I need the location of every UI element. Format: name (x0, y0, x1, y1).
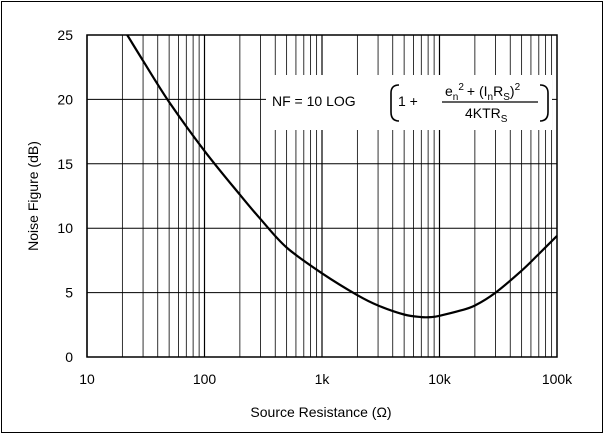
noise-figure-formula: NF = 10 LOG 1 + en2 + (InRS)2 4KTRS (272, 82, 549, 125)
formula-one-plus: 1 + (398, 93, 418, 109)
den-text: 4KTR (465, 105, 501, 121)
plot-border (86, 34, 558, 358)
num-S-sub: S (503, 92, 510, 103)
y-tick-label: 25 (57, 27, 73, 43)
y-tick-label: 15 (57, 156, 73, 172)
den-S-sub: S (501, 114, 508, 125)
num-plus-open: + (I (467, 83, 488, 99)
series-line-noise-figure (126, 34, 558, 319)
x-tick-label: 100k (542, 371, 573, 387)
x-tick-labels: 10 100 1k 10k 100k (79, 371, 573, 387)
x-axis-label: Source Resistance (Ω) (250, 404, 391, 420)
x-tick-label: 1k (315, 371, 331, 387)
num-n-sub: n (453, 92, 459, 103)
formula-denominator: 4KTRS (465, 105, 508, 125)
right-bracket (539, 84, 549, 122)
y-tick-label: 0 (65, 349, 73, 365)
num-e: e (445, 83, 453, 99)
left-bracket (390, 84, 400, 122)
num-n-sub2: n (488, 92, 494, 103)
x-tick-label: 100 (193, 371, 217, 387)
num-sq: 2 (458, 82, 464, 93)
y-axis-label: Noise Figure (dB) (25, 141, 41, 251)
y-tick-label: 20 (57, 91, 73, 107)
formula-numerator: en2 + (InRS)2 (445, 82, 521, 103)
num-sq2: 2 (515, 82, 521, 93)
x-tick-label: 10k (428, 371, 452, 387)
y-tick-label: 10 (57, 220, 73, 236)
y-tick-labels: 0 5 10 15 20 25 (57, 27, 73, 365)
y-tick-label: 5 (65, 285, 73, 301)
x-tick-label: 10 (79, 371, 95, 387)
num-R: R (493, 83, 503, 99)
formula-lhs: NF = 10 LOG (272, 93, 356, 109)
num-close: ) (510, 83, 515, 99)
